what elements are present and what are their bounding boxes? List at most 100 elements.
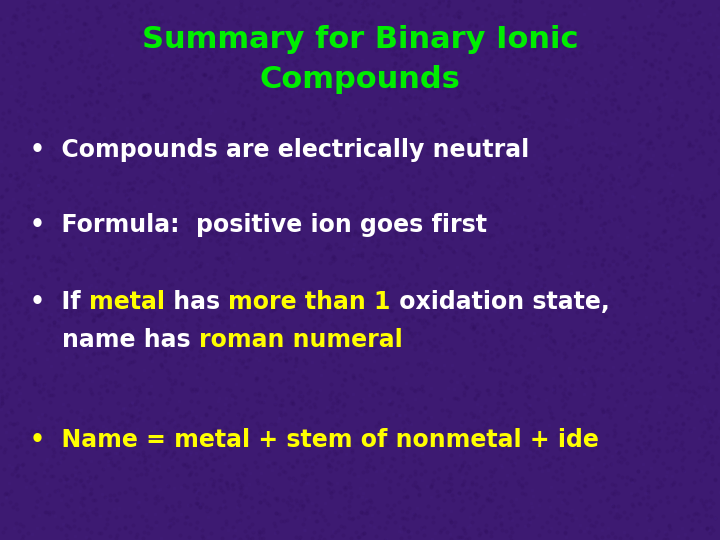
Point (499, 252, 510, 260)
Point (593, 91, 604, 99)
Point (516, 240, 527, 249)
Point (258, 200, 269, 209)
Point (120, 275, 131, 284)
Point (363, 184, 374, 193)
Point (580, 203, 591, 212)
Point (619, 286, 631, 295)
Point (420, 199, 431, 207)
Point (662, 228, 673, 237)
Point (254, 489, 266, 497)
Point (112, 309, 123, 318)
Point (210, 405, 222, 414)
Point (282, 390, 294, 399)
Point (480, 31, 491, 40)
Point (707, 190, 719, 199)
Point (354, 533, 365, 540)
Point (678, 249, 690, 258)
Point (0, 394, 8, 403)
Point (377, 75, 388, 84)
Point (262, 271, 274, 279)
Point (12, 370, 24, 379)
Point (488, 35, 500, 43)
Point (289, 118, 300, 127)
Point (644, 389, 655, 397)
Point (27, 511, 39, 520)
Point (653, 407, 665, 416)
Point (392, 220, 404, 229)
Point (641, 444, 652, 453)
Point (513, 257, 524, 266)
Point (547, 191, 559, 200)
Point (351, 410, 362, 418)
Point (170, 423, 181, 431)
Point (180, 98, 192, 106)
Point (428, 10, 439, 19)
Point (521, 372, 532, 381)
Point (235, 335, 247, 343)
Point (437, 224, 449, 232)
Point (28, 119, 40, 128)
Point (514, 125, 526, 133)
Point (163, 519, 174, 528)
Point (86, 191, 98, 200)
Point (137, 533, 148, 540)
Point (63, 99, 75, 108)
Point (496, 227, 508, 236)
Point (108, 336, 120, 345)
Point (132, 237, 144, 245)
Point (297, 296, 308, 305)
Point (540, 456, 552, 465)
Point (475, 483, 487, 491)
Point (505, 349, 517, 357)
Point (58, 400, 69, 408)
Point (374, 399, 386, 407)
Point (59, 124, 71, 132)
Point (135, 470, 146, 478)
Point (279, 31, 291, 39)
Point (28, 2, 40, 11)
Point (87, 299, 99, 308)
Point (128, 374, 140, 383)
Point (492, 119, 503, 127)
Point (436, 348, 448, 357)
Point (394, 67, 405, 76)
Point (236, 304, 248, 313)
Point (222, 428, 233, 437)
Point (177, 21, 189, 30)
Point (654, 105, 665, 114)
Point (9, 352, 21, 360)
Point (361, 458, 373, 467)
Point (195, 464, 207, 472)
Point (485, 532, 496, 540)
Point (49, 173, 60, 182)
Point (714, 290, 720, 299)
Point (192, 103, 204, 112)
Point (652, 444, 664, 453)
Point (581, 115, 593, 124)
Point (492, 399, 503, 407)
Point (230, 200, 241, 209)
Point (152, 97, 163, 105)
Point (292, 249, 303, 258)
Point (208, 172, 220, 180)
Point (526, 18, 538, 26)
Point (664, 142, 675, 151)
Point (449, 66, 461, 75)
Point (559, 528, 571, 537)
Point (229, 116, 240, 125)
Point (444, 443, 456, 451)
Point (169, 266, 181, 274)
Point (418, 362, 429, 371)
Point (44, 53, 55, 62)
Point (203, 359, 215, 368)
Point (181, 188, 193, 197)
Point (435, 394, 446, 403)
Point (367, 65, 379, 73)
Point (578, 201, 590, 210)
Point (299, 120, 310, 129)
Point (116, 329, 127, 338)
Point (160, 68, 171, 77)
Point (654, 483, 665, 492)
Point (619, 257, 631, 266)
Point (326, 532, 338, 540)
